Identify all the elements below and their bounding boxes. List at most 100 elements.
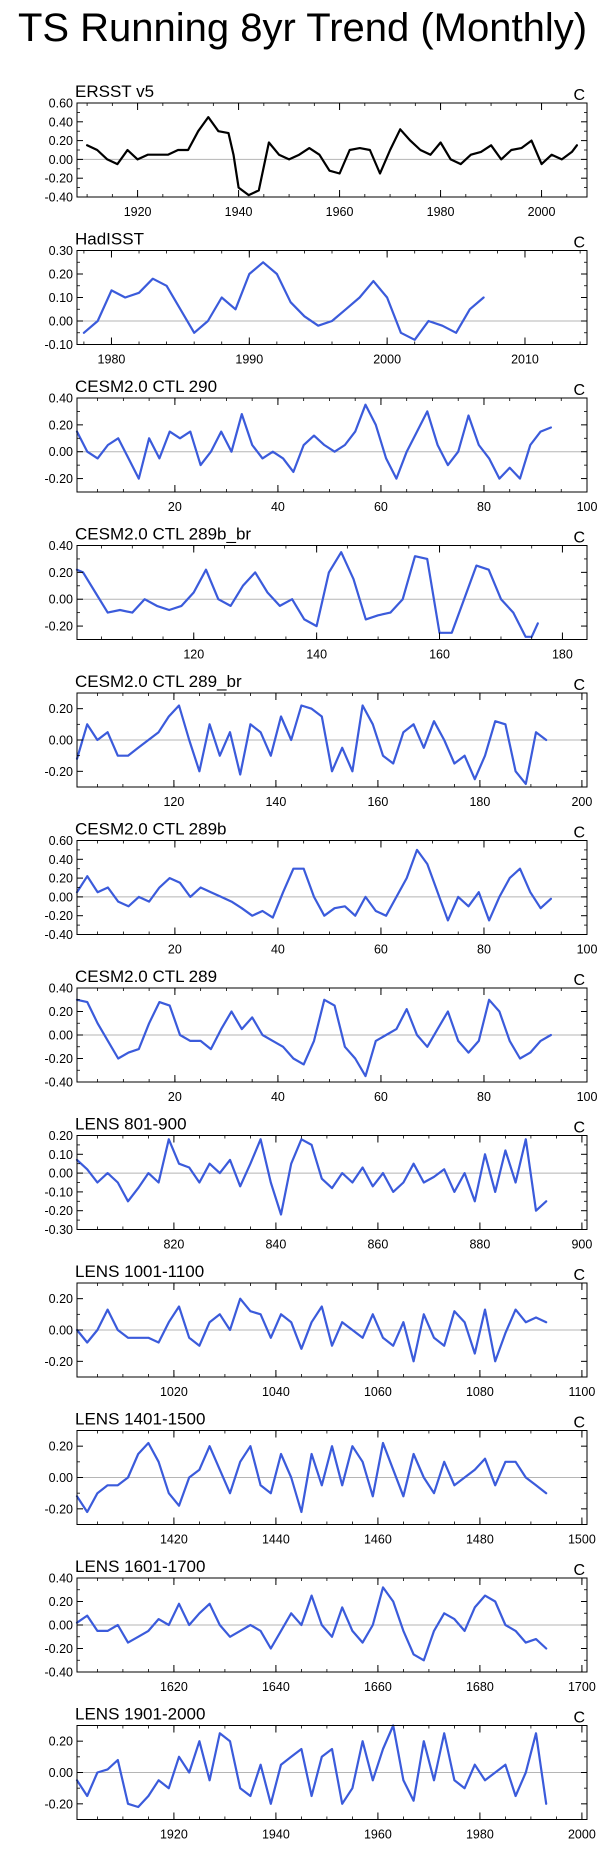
x-tick-label: 1040	[262, 1385, 290, 1399]
x-tick-label: 120	[183, 648, 204, 662]
y-tick-label: -0.10	[45, 1185, 74, 1199]
y-tick-label: 0.00	[49, 1029, 73, 1043]
x-tick-label: 900	[571, 1238, 592, 1252]
x-tick-label: 1060	[364, 1385, 392, 1399]
series-line	[75, 1724, 548, 1809]
series-line	[75, 1138, 548, 1216]
chart-panel: 20 40 60 80 100 -0.40 -0.20 0.00 0.20 0.40 0.60CES…	[45, 820, 598, 957]
series-line	[75, 848, 553, 922]
y-tick-label: 0.40	[49, 539, 73, 553]
x-tick-label: 1020	[160, 1385, 188, 1399]
x-tick-label: 1660	[364, 1680, 392, 1694]
x-tick-label: 820	[163, 1238, 184, 1252]
y-tick-label: 0.20	[49, 566, 73, 580]
y-tick-label: 0.20	[49, 702, 73, 716]
panel-title: CESM2.0 CTL 290	[75, 377, 217, 396]
x-tick-label: 2000	[528, 205, 556, 219]
x-tick-label: 1080	[466, 1385, 494, 1399]
y-tick-label: 0.20	[49, 268, 73, 282]
panel-title: LENS 1001-1100	[75, 1262, 204, 1281]
y-tick-label: 0.20	[49, 872, 73, 886]
y-tick-label: 0.00	[49, 1167, 73, 1181]
y-tick-label: 0.20	[49, 134, 73, 148]
page-title: TS Running 8yr Trend (Monthly)	[17, 6, 588, 50]
chart-panel: 1920 1940 1960 1980 2000 -0.40 -0.20 0.00 0.20 0.…	[45, 82, 588, 219]
x-tick-label: 20	[168, 943, 182, 957]
unit-label: C	[573, 382, 585, 399]
x-tick-label: 60	[374, 1090, 388, 1104]
chart-panel: 1620 1640 1660 1680 1700 -0.40 -0.20 0.00 0.20 0.…	[45, 1557, 596, 1694]
panel-title: HadISST	[75, 230, 144, 249]
x-tick-label: 2000	[373, 353, 401, 367]
y-tick-label: -0.40	[45, 1076, 74, 1090]
y-tick-label: 0.00	[49, 1324, 73, 1338]
x-tick-label: 20	[168, 500, 182, 514]
x-tick-label: 60	[374, 500, 388, 514]
y-tick-label: 0.40	[49, 853, 73, 867]
plot-frame	[76, 840, 588, 935]
panel-title: LENS 1901-2000	[75, 1705, 205, 1724]
chart-panel: 20 40 60 80 100 -0.40 -0.20 0.00 0.20 0.40CESM2.0…	[45, 967, 598, 1104]
x-tick-label: 80	[477, 500, 491, 514]
unit-label: C	[573, 1267, 585, 1284]
y-tick-label: -0.40	[45, 191, 74, 205]
x-tick-label: 180	[552, 648, 573, 662]
y-tick-label: 0.20	[49, 1595, 73, 1609]
y-tick-label: -0.40	[45, 1666, 74, 1680]
x-tick-label: 1960	[364, 1828, 392, 1842]
y-tick-label: -0.20	[45, 472, 74, 486]
y-tick-label: 0.40	[49, 115, 73, 129]
x-tick-label: 40	[271, 943, 285, 957]
unit-label: C	[573, 1415, 585, 1432]
y-tick-label: -0.20	[45, 1797, 74, 1811]
series-line	[75, 998, 553, 1078]
y-tick-label: 0.00	[49, 734, 73, 748]
x-tick-label: 100	[577, 500, 598, 514]
series-line	[75, 403, 553, 480]
panel-title: CESM2.0 CTL 289_br	[75, 672, 242, 691]
plot-frame	[76, 397, 588, 493]
y-tick-label: -0.20	[45, 1502, 74, 1516]
x-tick-label: 1990	[235, 353, 263, 367]
chart-panel: 1980 1990 2000 2010 -0.10 0.00 0.10 0.20 0.30Had…	[45, 230, 588, 367]
panel-title: LENS 801-900	[75, 1115, 187, 1134]
unit-label: C	[573, 530, 585, 547]
y-tick-label: 0.00	[49, 315, 73, 329]
x-tick-label: 1940	[225, 205, 253, 219]
x-tick-label: 60	[374, 943, 388, 957]
x-tick-label: 1440	[262, 1533, 290, 1547]
x-tick-label: 80	[477, 1090, 491, 1104]
unit-label: C	[573, 1120, 585, 1137]
y-tick-label: 0.20	[49, 1129, 73, 1143]
y-tick-label: -0.20	[45, 620, 74, 634]
x-tick-label: 120	[163, 795, 184, 809]
y-tick-label: 0.60	[49, 97, 73, 111]
plot-frame	[76, 1135, 588, 1230]
x-tick-label: 860	[367, 1238, 388, 1252]
x-tick-label: 1620	[160, 1680, 188, 1694]
y-tick-label: -0.30	[45, 1223, 74, 1237]
y-tick-label: 0.20	[49, 418, 73, 432]
x-tick-label: 1940	[262, 1828, 290, 1842]
panel-title: CESM2.0 CTL 289b	[75, 820, 227, 839]
unit-label: C	[573, 1710, 585, 1727]
y-tick-label: 0.30	[49, 244, 73, 258]
y-tick-label: 0.00	[49, 890, 73, 904]
x-tick-label: 1100	[568, 1385, 595, 1399]
series-line	[75, 1441, 548, 1514]
y-tick-label: 0.20	[49, 1440, 73, 1454]
y-tick-label: 0.60	[49, 834, 73, 848]
x-tick-label: 40	[271, 500, 285, 514]
y-tick-label: 0.40	[49, 1572, 73, 1586]
y-tick-label: 0.00	[49, 153, 73, 167]
x-tick-label: 180	[469, 795, 490, 809]
x-tick-label: 100	[577, 1090, 598, 1104]
x-tick-label: 1920	[160, 1828, 188, 1842]
x-tick-label: 20	[168, 1090, 182, 1104]
x-tick-label: 1980	[427, 205, 455, 219]
